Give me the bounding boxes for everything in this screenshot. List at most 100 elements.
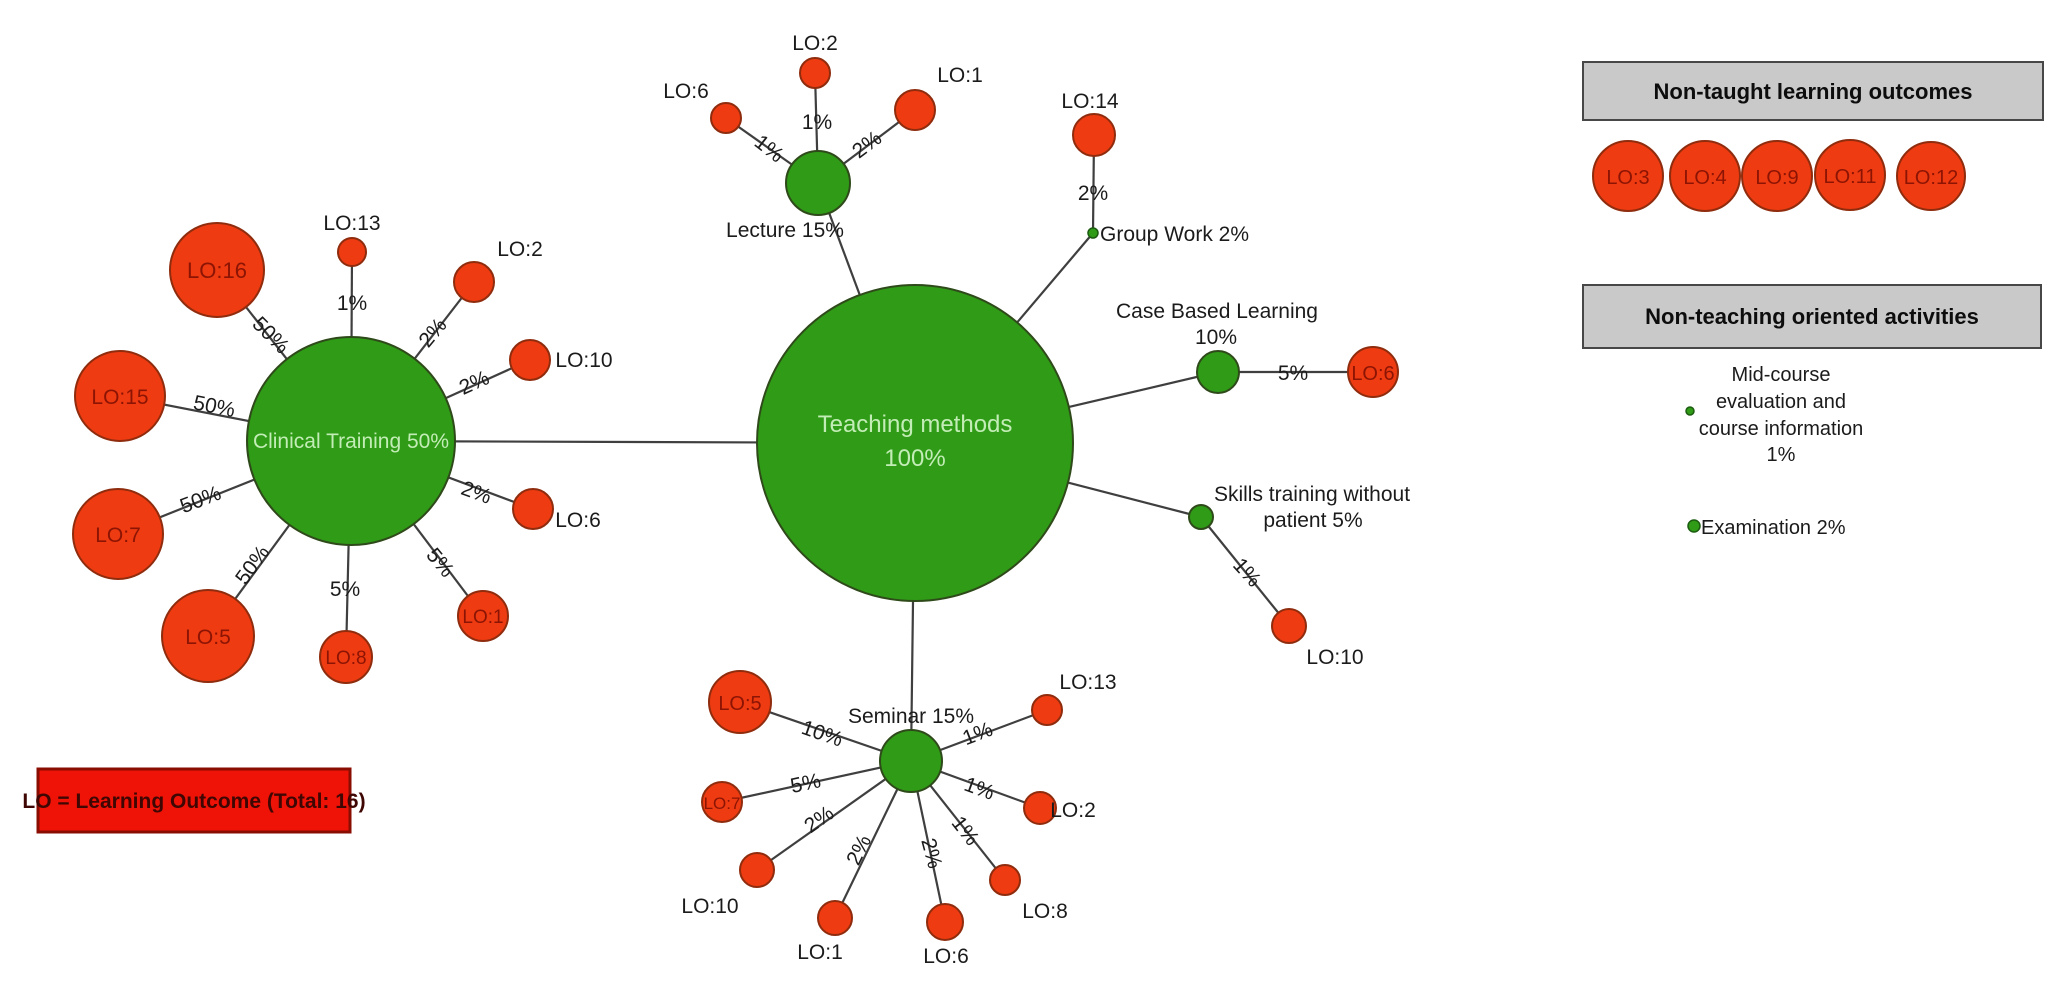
legend-box: [36, 767, 352, 834]
pct-skills-lo10: 1%: [1228, 554, 1265, 592]
node-lo3-nontaught-circle: [1592, 140, 1664, 212]
node-lo7-clinical-circle: [72, 488, 164, 580]
label-group-work: Group Work 2%: [1100, 223, 1249, 246]
non-taught-header-text: Non-taught learning outcomes: [1654, 79, 1973, 104]
pct-seminar-lo6: 2%: [916, 836, 946, 871]
node-examination-dot-circle: [1687, 519, 1701, 533]
pct-clinical-lo13: 1%: [337, 292, 367, 315]
label-clinical-training: Clinical Training 50%: [253, 430, 449, 453]
node-lo9-nontaught-circle: [1741, 140, 1813, 212]
node-lo5-clinical-circle: [161, 589, 255, 683]
node-lo2-lecture-circle: [799, 57, 831, 89]
node-lo10-clinical-circle: [509, 339, 551, 381]
pct-clinical-lo8: 5%: [330, 578, 360, 601]
node-lo1-seminar-circle: [817, 900, 853, 936]
node-lo16-clinical-circle: [169, 222, 265, 318]
node-lo13-clinical-circle: [337, 237, 367, 267]
label-lo6-seminar: LO:6: [923, 945, 969, 968]
pct-groupwork-lo14: 2%: [1078, 182, 1108, 205]
label-lo4-nontaught: LO:4: [1683, 167, 1726, 189]
label-lo13-seminar: LO:13: [1059, 671, 1116, 694]
label-lo14-groupwork: LO:14: [1061, 90, 1119, 113]
node-lo8-clinical-circle: [319, 630, 373, 684]
node-seminar-circle: [879, 729, 943, 793]
node-case-based-learning-circle: [1196, 350, 1240, 394]
label-lo2-lecture: LO:2: [792, 32, 838, 55]
pct-clinical-lo10: 2%: [456, 366, 493, 399]
pct-lecture-lo1: 2%: [848, 126, 886, 163]
node-lecture-circle: [785, 150, 851, 216]
label-lo7-seminar: LO:7: [704, 794, 741, 813]
label-lecture: Lecture 15%: [726, 219, 844, 242]
label-lo13-clinical: LO:13: [323, 212, 380, 235]
node-lo11-nontaught-circle: [1814, 139, 1886, 211]
label-lo9-nontaught: LO:9: [1755, 167, 1798, 189]
label-teaching-methods-2: 100%: [884, 445, 945, 472]
node-group-work-circle: [1087, 227, 1099, 239]
pct-seminar-lo2: 1%: [961, 773, 997, 805]
label-lo6-lecture: LO:6: [663, 80, 709, 103]
label-lo7-clinical: LO:7: [95, 524, 141, 547]
label-skills-training-1: Skills training without: [1214, 483, 1410, 506]
label-midcourse-3: course information: [1699, 418, 1864, 440]
label-lo16-clinical: LO:16: [187, 258, 247, 283]
node-lo6-lecture-circle: [710, 102, 742, 134]
node-lo10-skills-circle: [1271, 608, 1307, 644]
node-lo2-clinical-circle: [453, 261, 495, 303]
node-midcourse-dot-circle: [1685, 406, 1695, 416]
label-midcourse-1: Mid-course: [1732, 364, 1831, 386]
label-case-based-learning-1: Case Based Learning: [1116, 300, 1318, 323]
node-lo14-groupwork-circle: [1072, 113, 1116, 157]
pct-seminar-lo1: 2%: [842, 831, 876, 868]
node-skills-training-circle: [1188, 504, 1214, 530]
non-teaching-header-text: Non-teaching oriented activities: [1645, 304, 1979, 329]
label-seminar: Seminar 15%: [848, 705, 974, 728]
label-lo1-clinical: LO:1: [462, 607, 503, 628]
node-lo6-seminar-circle: [926, 903, 964, 941]
edge-skills-training-lo10-skills: [1200, 516, 1290, 627]
node-lo10-seminar-circle: [739, 852, 775, 888]
node-lo7-seminar-circle: [701, 781, 743, 823]
pct-seminar-lo7: 5%: [788, 769, 822, 798]
node-lo6-clinical-circle: [512, 488, 554, 530]
node-lo12-nontaught-circle: [1896, 141, 1966, 211]
label-lo8-clinical: LO:8: [325, 648, 366, 669]
label-lo10-skills: LO:10: [1306, 646, 1363, 669]
node-lo2-seminar-circle: [1023, 791, 1057, 825]
label-lo2-clinical: LO:2: [497, 238, 543, 261]
label-case-based-learning-2: 10%: [1195, 326, 1237, 349]
pct-cbl-lo6: 5%: [1278, 362, 1308, 385]
label-lo10-clinical: LO:10: [555, 349, 612, 372]
label-lo12-nontaught: LO:12: [1904, 167, 1958, 189]
label-lo5-seminar: LO:5: [718, 693, 761, 715]
pct-lecture-lo2: 1%: [802, 111, 832, 134]
label-lo15-clinical: LO:15: [91, 386, 148, 409]
label-skills-training-2: patient 5%: [1263, 509, 1362, 532]
node-lo15-clinical-circle: [74, 350, 166, 442]
pct-seminar-lo10: 2%: [800, 802, 838, 838]
label-lo8-seminar: LO:8: [1022, 900, 1068, 923]
node-lo1-lecture-circle: [894, 89, 936, 131]
node-teaching-methods-circle: [756, 284, 1074, 602]
node-lo1-clinical-circle: [457, 590, 509, 642]
label-lo2-seminar: LO:2: [1050, 799, 1096, 822]
edge-seminar-lo7-seminar: [721, 759, 912, 804]
pct-seminar-lo5: 10%: [799, 716, 846, 751]
node-lo5-seminar-circle: [708, 670, 772, 734]
pct-lecture-lo6: 1%: [750, 130, 788, 167]
label-lo1-lecture: LO:1: [937, 64, 983, 87]
pct-clinical-lo15: 50%: [191, 391, 237, 422]
non-teaching-header-box: [1582, 284, 2042, 349]
label-lo11-nontaught: LO:11: [1824, 166, 1877, 188]
node-lo4-nontaught-circle: [1669, 140, 1741, 212]
node-lo8-seminar-circle: [989, 864, 1021, 896]
non-taught-header-box: [1582, 61, 2044, 121]
label-lo3-nontaught: LO:3: [1606, 167, 1649, 189]
pct-clinical-lo5: 50%: [231, 541, 274, 589]
label-examination: Examination 2%: [1701, 517, 1846, 539]
pct-clinical-lo7: 50%: [177, 482, 224, 519]
label-lo1-seminar: LO:1: [797, 941, 843, 964]
node-clinical-training-circle: [246, 336, 456, 546]
